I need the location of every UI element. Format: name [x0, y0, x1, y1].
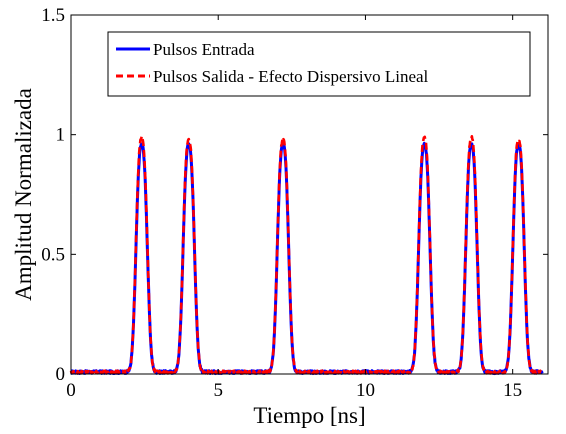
axes-frame — [70, 14, 549, 375]
axes-layer: 0 5 10 15 0 0.5 1 1.5 — [41, 5, 549, 401]
legend-label-salida: Pulsos Salida - Efecto Dispersivo Lineal — [153, 67, 429, 86]
series-line-entrada — [69, 141, 544, 376]
y-axis-label: Amplitud Normalizada — [11, 88, 36, 301]
x-tick-label: 5 — [213, 380, 223, 401]
y-tick-label: 0 — [56, 364, 66, 385]
series-layer — [69, 134, 544, 376]
legend-label-entrada: Pulsos Entrada — [153, 40, 255, 59]
y-tick-label: 1.5 — [41, 5, 65, 26]
legend: Pulsos Entrada Pulsos Salida - Efecto Di… — [107, 31, 531, 97]
x-tick-label: 10 — [356, 380, 375, 401]
x-tick-label: 15 — [503, 380, 522, 401]
y-tick-label: 1 — [56, 125, 66, 146]
x-tick-label: 0 — [66, 380, 76, 401]
x-axis-label: Tiempo [ns] — [253, 403, 365, 428]
legend-box — [107, 31, 531, 97]
y-tick-label: 0.5 — [41, 244, 65, 265]
series-line-salida — [69, 134, 543, 375]
